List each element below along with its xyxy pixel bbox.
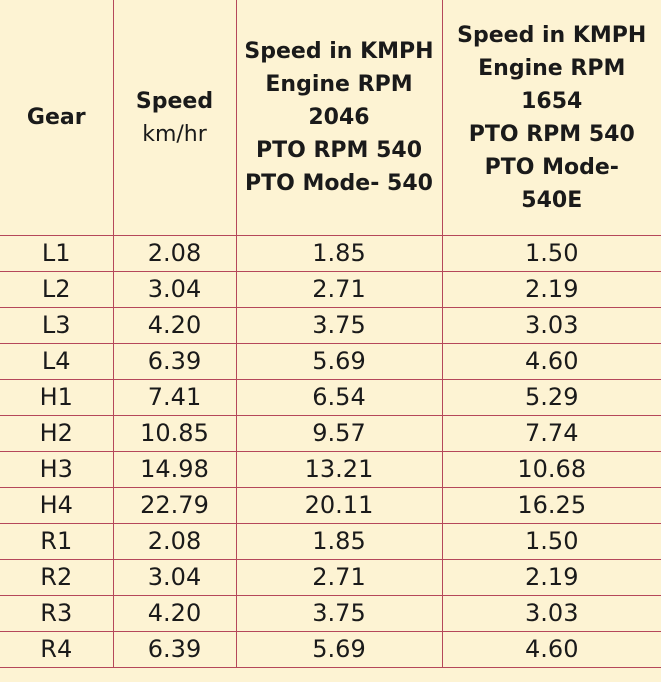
header-line: Speed — [135, 88, 214, 114]
header-line: PTO RPM 540 — [468, 121, 635, 147]
cell-gear: H3 — [0, 451, 114, 488]
header-line: 1654 — [521, 88, 583, 114]
cell-speed-540e: 3.03 — [441, 595, 661, 632]
table-row: H3 14.98 13.21 10.68 — [0, 451, 661, 488]
cell-speed-540e: 7.74 — [441, 415, 661, 452]
cell-gear: L3 — [0, 307, 114, 344]
cell-speed-540: 3.75 — [235, 595, 443, 632]
table-row: L3 4.20 3.75 3.03 — [0, 307, 661, 344]
cell-speed-540: 2.71 — [235, 271, 443, 308]
cell-speed-540: 1.85 — [235, 523, 443, 560]
cell-speed-540e: 4.60 — [441, 343, 661, 380]
cell-gear: H4 — [0, 487, 114, 524]
cell-speed-540e: 5.29 — [441, 379, 661, 416]
cell-speed-540e: 4.60 — [441, 631, 661, 668]
header-line: Engine RPM — [265, 72, 413, 97]
table-row: H2 10.85 9.57 7.74 — [0, 415, 661, 452]
cell-gear: R3 — [0, 595, 114, 632]
cell-speed-540e: 3.03 — [441, 307, 661, 344]
table-row: H4 22.79 20.11 16.25 — [0, 487, 661, 524]
table-row: R1 2.08 1.85 1.50 — [0, 523, 661, 560]
header-line: 540E — [521, 187, 583, 213]
cell-speed: 6.39 — [112, 343, 237, 380]
cell-speed: 22.79 — [112, 487, 237, 524]
cell-speed-540: 20.11 — [235, 487, 443, 524]
cell-speed: 3.04 — [112, 271, 237, 308]
cell-speed: 7.41 — [112, 379, 237, 416]
cell-gear: R2 — [0, 559, 114, 596]
cell-gear: L2 — [0, 271, 114, 308]
cell-gear: L4 — [0, 343, 114, 380]
cell-speed: 2.08 — [112, 523, 237, 560]
cell-speed: 10.85 — [112, 415, 237, 452]
cell-speed-540: 6.54 — [235, 379, 443, 416]
header-gear: Gear — [0, 0, 114, 236]
table-row: R2 3.04 2.71 2.19 — [0, 559, 661, 596]
cell-speed-540e: 2.19 — [441, 559, 661, 596]
header-speed: Speed km/hr — [112, 0, 237, 236]
header-line: Gear — [26, 105, 86, 130]
table-row: R3 4.20 3.75 3.03 — [0, 595, 661, 632]
table-row: L4 6.39 5.69 4.60 — [0, 343, 661, 380]
table-row: L2 3.04 2.71 2.19 — [0, 271, 661, 308]
header-line: Engine RPM — [478, 55, 626, 81]
gear-speed-table: Gear Speed km/hr Speed in KMPH Engine RP… — [0, 0, 661, 668]
cell-speed-540: 13.21 — [235, 451, 443, 488]
cell-speed-540: 3.75 — [235, 307, 443, 344]
cell-speed: 4.20 — [112, 307, 237, 344]
cell-speed: 4.20 — [112, 595, 237, 632]
cell-gear: R4 — [0, 631, 114, 668]
header-speed-pto-540: Speed in KMPH Engine RPM 2046 PTO RPM 54… — [235, 0, 443, 236]
cell-gear: H2 — [0, 415, 114, 452]
header-line: PTO RPM 540 — [255, 138, 423, 163]
header-line: PTO Mode- 540 — [245, 171, 433, 196]
header-line: km/hr — [142, 121, 207, 147]
cell-speed: 3.04 — [112, 559, 237, 596]
cell-speed-540: 5.69 — [235, 631, 443, 668]
header-line: Speed in KMPH — [457, 22, 647, 48]
cell-gear: H1 — [0, 379, 114, 416]
cell-speed-540: 1.85 — [235, 235, 443, 272]
cell-speed: 14.98 — [112, 451, 237, 488]
table-row: R4 6.39 5.69 4.60 — [0, 631, 661, 668]
header-line: PTO Mode- — [484, 154, 619, 180]
cell-gear: L1 — [0, 235, 114, 272]
cell-speed-540e: 1.50 — [441, 523, 661, 560]
header-line: Speed in KMPH — [244, 39, 434, 64]
table-row: H1 7.41 6.54 5.29 — [0, 379, 661, 416]
header-speed-pto-540e: Speed in KMPH Engine RPM 1654 PTO RPM 54… — [441, 0, 661, 236]
cell-speed: 6.39 — [112, 631, 237, 668]
cell-speed-540e: 1.50 — [441, 235, 661, 272]
cell-gear: R1 — [0, 523, 114, 560]
header-line: 2046 — [308, 105, 370, 130]
cell-speed: 2.08 — [112, 235, 237, 272]
cell-speed-540e: 10.68 — [441, 451, 661, 488]
table-row: L1 2.08 1.85 1.50 — [0, 235, 661, 272]
cell-speed-540e: 16.25 — [441, 487, 661, 524]
cell-speed-540: 9.57 — [235, 415, 443, 452]
cell-speed-540: 5.69 — [235, 343, 443, 380]
cell-speed-540e: 2.19 — [441, 271, 661, 308]
cell-speed-540: 2.71 — [235, 559, 443, 596]
header-row: Gear Speed km/hr Speed in KMPH Engine RP… — [0, 0, 661, 236]
